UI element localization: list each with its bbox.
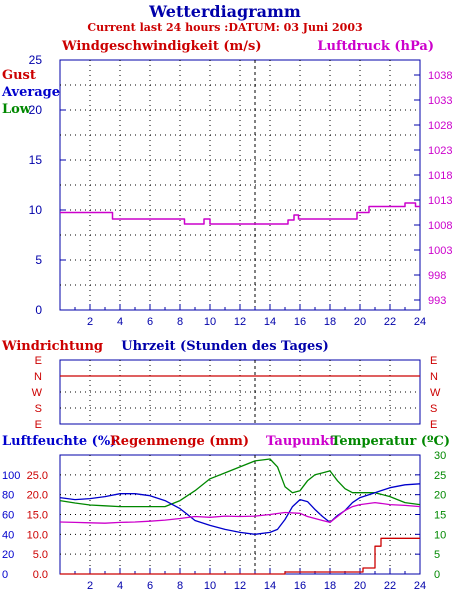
wind-panel-x-tick-label: 2 <box>87 316 93 328</box>
pressure-y-tick-label: 1013 <box>428 195 452 207</box>
direction-y-tick-label-left: W <box>32 387 43 399</box>
wind-y-tick-label: 25 <box>29 53 43 67</box>
wind-y-tick-label: 5 <box>35 253 42 267</box>
climate-panel-x-tick-label: 24 <box>414 580 426 592</box>
wind-panel-x-tick-label: 6 <box>147 316 153 328</box>
temperature-y-tick-label: 0 <box>434 569 440 581</box>
legend-gust: Gust <box>2 68 36 83</box>
humidity-y-tick-label: 20 <box>2 549 14 561</box>
humidity-line <box>59 483 421 535</box>
humidity-y-tick-label: 40 <box>2 529 14 541</box>
wind-panel-x-tick-label: 20 <box>354 316 366 328</box>
temperature-line <box>59 458 421 508</box>
rain-y-tick-label: 25.0 <box>27 470 48 482</box>
time-axis-label: Uhrzeit (Stunden des Tages) <box>121 339 328 354</box>
climate-panel-x-tick-label: 2 <box>87 580 93 592</box>
direction-y-tick-label-left: S <box>35 403 42 415</box>
wind-panel-x-tick-label: 14 <box>264 316 276 328</box>
chart-title: Wetterdiagramm <box>148 2 301 21</box>
humidity-axis-label: Luftfeuchte (%) <box>2 434 116 449</box>
wind-panel-x-tick-label: 8 <box>177 316 183 328</box>
rain-y-tick-label: 15.0 <box>27 510 48 522</box>
climate-panel-x-tick-label: 16 <box>294 580 306 592</box>
direction-y-tick-label-right: S <box>430 403 437 415</box>
rain-y-tick-label: 20.0 <box>27 490 48 502</box>
direction-y-tick-label-left: N <box>34 371 42 383</box>
climate-panel-x-tick-label: 10 <box>204 580 216 592</box>
temperature-y-tick-label: 15 <box>434 510 446 522</box>
direction-y-tick-label-right: E <box>430 355 437 367</box>
pressure-line <box>60 202 420 225</box>
legend-average: Average <box>1 85 60 100</box>
pressure-y-tick-label: 998 <box>428 270 446 282</box>
wind-y-tick-label: 10 <box>29 203 43 217</box>
pressure-y-tick-label: 993 <box>428 295 446 307</box>
temperature-y-tick-label: 25 <box>434 470 446 482</box>
pressure-y-tick-label: 1018 <box>428 170 452 182</box>
temperature-y-tick-label: 30 <box>434 450 446 462</box>
climate-panel-x-tick-label: 6 <box>147 580 153 592</box>
wind-y-tick-label: 0 <box>35 303 42 317</box>
rain-line <box>60 537 420 575</box>
humidity-y-tick-label: 100 <box>2 470 20 482</box>
climate-panel-x-tick-label: 12 <box>234 580 246 592</box>
wind-panel-x-tick-label: 10 <box>204 316 216 328</box>
wind-direction-label: Windrichtung <box>1 339 103 354</box>
pressure-axis-label: Luftdruck (hPa) <box>317 39 434 54</box>
wind-speed-axis-label: Windgeschwindigkeit (m/s) <box>61 39 261 54</box>
pressure-y-tick-label: 1003 <box>428 245 452 257</box>
rain-y-tick-label: 0.0 <box>33 569 48 581</box>
wind-y-tick-label: 15 <box>29 153 43 167</box>
rain-axis-label: Regenmenge (mm) <box>110 434 249 449</box>
direction-y-tick-label-right: W <box>430 387 441 399</box>
wind-panel-x-tick-label: 16 <box>294 316 306 328</box>
climate-panel-x-tick-label: 14 <box>264 580 276 592</box>
climate-panel-x-tick-label: 22 <box>384 580 396 592</box>
legend-low: Low <box>2 102 32 117</box>
pressure-y-tick-label: 1008 <box>428 220 452 232</box>
wind-panel-x-tick-label: 12 <box>234 316 246 328</box>
climate-panel-x-tick-label: 4 <box>117 580 123 592</box>
temperature-axis-label: Temperatur (ºC) <box>331 434 450 449</box>
humidity-y-tick-label: 60 <box>2 510 14 522</box>
wind-panel-x-tick-label: 24 <box>414 316 426 328</box>
pressure-y-tick-label: 1023 <box>428 145 452 157</box>
pressure-y-tick-label: 1038 <box>428 70 452 82</box>
climate-panel-x-tick-label: 8 <box>177 580 183 592</box>
wind-panel-x-tick-label: 18 <box>324 316 336 328</box>
direction-y-tick-label-right: E <box>430 419 437 431</box>
temperature-y-tick-label: 5 <box>434 549 440 561</box>
direction-y-tick-label-left: E <box>35 355 42 367</box>
pressure-y-tick-label: 1028 <box>428 120 452 132</box>
climate-panel-x-tick-label: 20 <box>354 580 366 592</box>
chart-subtitle: Current last 24 hours :DATUM: 03 Juni 20… <box>87 21 362 34</box>
direction-y-tick-label-right: N <box>430 371 438 383</box>
wind-y-tick-label: 20 <box>29 103 43 117</box>
rain-y-tick-label: 5.0 <box>33 549 48 561</box>
pressure-y-tick-label: 1033 <box>428 95 452 107</box>
temperature-y-tick-label: 20 <box>434 490 446 502</box>
humidity-y-tick-label: 0 <box>2 569 8 581</box>
rain-y-tick-label: 10.0 <box>27 529 48 541</box>
temperature-y-tick-label: 10 <box>434 529 446 541</box>
humidity-y-tick-label: 80 <box>2 490 14 502</box>
wind-panel-x-tick-label: 4 <box>117 316 123 328</box>
climate-panel-x-tick-label: 18 <box>324 580 336 592</box>
direction-y-tick-label-left: E <box>35 419 42 431</box>
dewpoint-axis-label: Taupunkt <box>266 434 335 449</box>
dewpoint-line <box>59 501 421 524</box>
wind-panel-x-tick-label: 22 <box>384 316 396 328</box>
